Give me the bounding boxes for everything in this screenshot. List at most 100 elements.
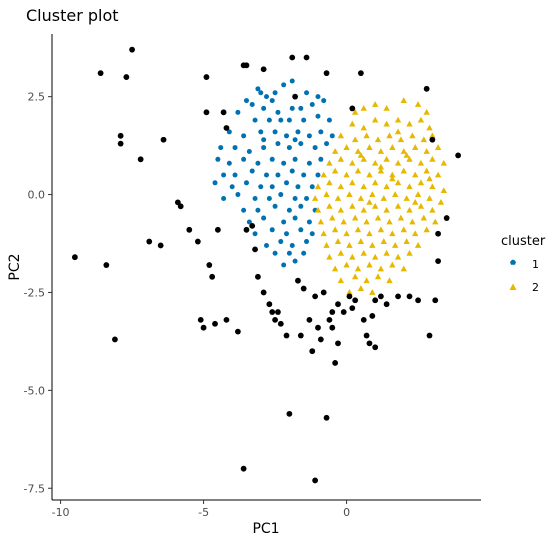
cluster-2-point (354, 167, 362, 174)
cluster-2-point (434, 144, 442, 150)
cluster-1-point (275, 172, 281, 178)
cluster-2-point (371, 202, 379, 209)
cluster-2-point (371, 159, 379, 166)
cluster-2-point (320, 230, 327, 237)
cluster-2-point (366, 171, 373, 178)
cluster-2-point (403, 238, 410, 244)
cluster-2-point (414, 101, 422, 107)
cluster-1-point (275, 141, 281, 147)
cluster-1-point (243, 98, 249, 104)
outlier-point (306, 316, 313, 323)
cluster-1-point (241, 207, 247, 213)
cluster-2-point (423, 167, 430, 174)
cluster-2-point (371, 253, 379, 260)
outlier-point (332, 360, 339, 366)
outlier-point (249, 222, 256, 229)
outlier-point (455, 152, 462, 159)
cluster-2-point (366, 198, 373, 205)
cluster-2-point (360, 183, 367, 190)
cluster-2-point (429, 206, 436, 213)
cluster-1-point (241, 133, 247, 139)
cluster-2-point (357, 151, 365, 158)
cluster-2-point (434, 171, 442, 178)
cluster-2-point (337, 206, 345, 213)
cluster-1-point (232, 145, 238, 151)
cluster-1-point (324, 141, 330, 147)
cluster-1-point (306, 219, 312, 225)
outlier-point (340, 309, 347, 315)
outlier-point (429, 136, 436, 143)
cluster-1-point (269, 227, 275, 233)
cluster-1-point (258, 90, 264, 96)
cluster-2-point (354, 148, 362, 154)
cluster-1-point (269, 156, 275, 162)
outlier-point (266, 301, 273, 308)
cluster-1-point (255, 160, 261, 166)
cluster-2-point (389, 175, 396, 182)
cluster-1-point (292, 137, 298, 143)
cluster-2-point (331, 226, 339, 233)
cluster-2-point (314, 183, 322, 190)
cluster-1-point (315, 94, 321, 100)
outlier-point (200, 324, 207, 331)
plot-points (71, 46, 462, 484)
cluster-2-point (437, 198, 445, 205)
cluster-2-point (357, 195, 365, 201)
cluster-2-point (363, 218, 370, 225)
cluster-2-point (337, 155, 345, 162)
cluster-2-point (406, 155, 413, 162)
cluster-1-point (286, 145, 292, 151)
cluster-2-point (317, 218, 325, 225)
outlier-point (317, 336, 324, 343)
outlier-point (197, 316, 204, 323)
legend: cluster 1 2 (501, 234, 546, 294)
outlier-point (349, 105, 356, 112)
outlier-point (295, 277, 301, 284)
cluster-1-point (246, 148, 252, 154)
outlier-point (435, 258, 441, 265)
cluster-1-point (229, 184, 235, 190)
cluster-1-point (286, 207, 292, 213)
outlier-point (335, 340, 341, 347)
cluster-2-point (394, 128, 402, 135)
outlier-point (320, 289, 327, 296)
cluster-2-point (400, 167, 407, 174)
cluster-2-point (334, 238, 342, 244)
cluster-1-point (249, 101, 255, 107)
cluster-2-point (371, 116, 379, 123)
cluster-1-point (258, 129, 264, 135)
cluster-2-point (429, 155, 436, 162)
cluster-1-point (298, 141, 304, 147)
cluster-2-point (429, 183, 436, 190)
cluster-2-point (337, 132, 345, 139)
outlier-point (97, 70, 104, 77)
cluster-2-point (426, 124, 433, 131)
cluster-2-point (377, 167, 385, 174)
cluster-2-point (423, 148, 430, 154)
cluster-2-point (380, 238, 387, 244)
cluster-2-point (417, 179, 425, 186)
cluster-1-point (272, 250, 278, 256)
cluster-2-point (400, 265, 407, 272)
cluster-2-point (406, 249, 413, 256)
cluster-2-point (329, 214, 336, 221)
outlier-point (292, 93, 298, 100)
cluster-2-point (383, 155, 390, 162)
cluster-1-point (246, 219, 252, 225)
cluster-1-point (252, 117, 258, 123)
cluster-2-point (323, 191, 330, 197)
cluster-2-point (326, 179, 333, 186)
cluster-1-point (218, 145, 224, 151)
cluster-1-point (304, 195, 310, 201)
outlier-point (235, 328, 241, 335)
x-tick-label: -10 (52, 506, 70, 519)
cluster-2-point (386, 277, 393, 284)
cluster-1-point (284, 231, 290, 237)
cluster-2-point (409, 218, 416, 225)
cluster-1-point (258, 184, 264, 190)
cluster-1-point (255, 207, 261, 213)
cluster-2-point (369, 242, 376, 248)
outlier-point (277, 320, 284, 327)
cluster-2-point (389, 261, 396, 268)
cluster-1-point (289, 168, 295, 174)
